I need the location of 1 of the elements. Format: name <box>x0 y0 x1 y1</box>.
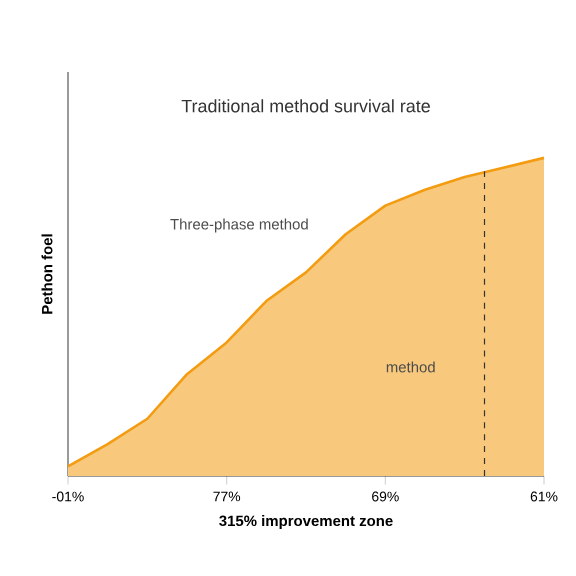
chart-title: Traditional method survival rate <box>181 99 430 113</box>
